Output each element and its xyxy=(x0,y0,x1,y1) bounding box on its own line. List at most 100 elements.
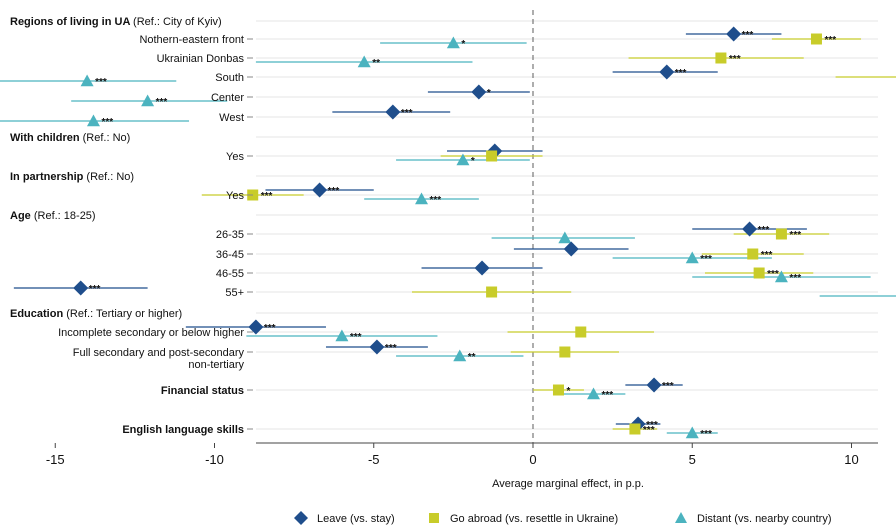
row-label: West xyxy=(219,112,244,124)
marker-leave xyxy=(385,104,401,120)
x-tick-label: 10 xyxy=(844,452,858,467)
marker-distant xyxy=(335,329,349,342)
sig-distant: *** xyxy=(430,195,442,206)
marker-distant xyxy=(774,270,788,283)
sig-leave: *** xyxy=(264,323,276,334)
sig-leave: *** xyxy=(662,381,674,392)
sig-abroad: *** xyxy=(824,35,836,46)
group-header: Education (Ref.: Tertiary or higher) xyxy=(10,308,182,320)
row-label: Full secondary and post-secondary xyxy=(73,347,245,359)
marker-distant xyxy=(558,231,572,244)
marker-leave xyxy=(369,339,385,355)
marker-leave xyxy=(726,26,742,42)
marker-abroad xyxy=(486,286,498,298)
sig-leave: *** xyxy=(742,30,754,41)
sig-distant: *** xyxy=(602,390,614,401)
sig-leave: *** xyxy=(401,108,413,119)
sig-leave: *** xyxy=(675,68,687,79)
marker-abroad xyxy=(753,267,765,279)
marker-leave xyxy=(73,280,89,296)
row-label: English language skills xyxy=(122,424,244,436)
marker-distant xyxy=(587,387,601,400)
marker-distant xyxy=(141,94,155,107)
marker-leave xyxy=(474,260,490,276)
sig-leave: *** xyxy=(385,343,397,354)
sig-abroad: *** xyxy=(261,191,273,202)
row-label: Financial status xyxy=(161,385,244,397)
marker-leave xyxy=(563,241,579,257)
sig-leave: *** xyxy=(328,186,340,197)
sig-distant: *** xyxy=(101,117,113,128)
sig-distant: * xyxy=(461,39,465,50)
marker-distant xyxy=(86,114,100,127)
row-label: Yes xyxy=(226,190,244,202)
marker-leave xyxy=(248,319,264,335)
row-label: 55+ xyxy=(225,287,244,299)
marker-abroad xyxy=(486,150,498,162)
row-label: Yes xyxy=(226,151,244,163)
group-header: In partnership (Ref.: No) xyxy=(10,171,134,183)
x-tick-label: -10 xyxy=(205,452,224,467)
sig-distant: *** xyxy=(789,273,801,284)
sig-leave: *** xyxy=(646,420,658,431)
group-header: Regions of living in UA (Ref.: City of K… xyxy=(10,16,222,28)
gridlines xyxy=(256,20,878,430)
group-header: With children (Ref.: No) xyxy=(10,132,130,144)
sig-abroad: *** xyxy=(643,425,655,436)
legend-label: Distant (vs. nearby country) xyxy=(697,513,832,525)
sig-distant: *** xyxy=(350,332,362,343)
marker-leave xyxy=(471,84,487,100)
marker-distant xyxy=(446,36,460,49)
marker-abroad xyxy=(775,228,787,240)
marker-leave xyxy=(659,64,675,80)
sig-abroad: *** xyxy=(729,54,741,65)
marker-abroad xyxy=(810,33,822,45)
significance-labels: *** ******************************** *****… xyxy=(89,30,837,440)
marker-distant xyxy=(456,153,470,166)
legend-item-leave: Leave (vs. stay) xyxy=(294,511,395,525)
sig-abroad: *** xyxy=(789,230,801,241)
marker-abroad xyxy=(747,248,759,260)
row-label: South xyxy=(215,72,244,84)
marker-leave xyxy=(312,182,328,198)
sig-abroad: *** xyxy=(767,269,779,280)
sig-distant: * xyxy=(471,156,475,167)
x-ticks: -15-10-505101520 xyxy=(46,443,859,467)
marker-abroad xyxy=(715,52,727,64)
x-tick-label: -5 xyxy=(368,452,380,467)
group-header: Age (Ref.: 18-25) xyxy=(10,210,96,222)
row-label: 36-45 xyxy=(216,249,244,261)
marker-distant xyxy=(415,192,429,205)
sig-distant: *** xyxy=(156,97,168,108)
row-label: 46-55 xyxy=(216,268,244,280)
marker-abroad xyxy=(629,423,641,435)
row-label: Nothern-eastern front xyxy=(139,34,244,46)
marker-leave xyxy=(646,377,662,393)
legend-swatch xyxy=(429,513,439,523)
x-tick-label: 5 xyxy=(689,452,696,467)
point-estimates xyxy=(73,26,822,439)
row-label: Incomplete secondary or below higher xyxy=(58,327,244,339)
sig-abroad: *** xyxy=(761,250,773,261)
legend: Leave (vs. stay) Go abroad (vs. resettle … xyxy=(294,511,832,525)
sig-distant: *** xyxy=(95,77,107,88)
marker-distant xyxy=(80,74,94,87)
legend-label: Leave (vs. stay) xyxy=(317,513,395,525)
row-label-continued: non-tertiary xyxy=(188,359,244,371)
sig-distant: *** xyxy=(700,254,712,265)
marker-distant xyxy=(357,55,371,68)
sig-abroad: * xyxy=(566,386,570,397)
x-tick-label: -15 xyxy=(46,452,65,467)
x-tick-label: 0 xyxy=(529,452,536,467)
sig-distant: *** xyxy=(700,429,712,440)
marker-abroad xyxy=(575,326,587,338)
sig-distant: ** xyxy=(372,58,380,69)
marker-distant xyxy=(453,349,467,362)
sig-leave: * xyxy=(487,88,491,99)
marker-distant xyxy=(685,426,699,439)
row-label: 26-35 xyxy=(216,229,244,241)
legend-label: Go abroad (vs. resettle in Ukraine) xyxy=(450,513,618,525)
row-labels: Regions of living in UA (Ref.: City of K… xyxy=(10,16,253,436)
legend-swatch xyxy=(294,511,308,525)
